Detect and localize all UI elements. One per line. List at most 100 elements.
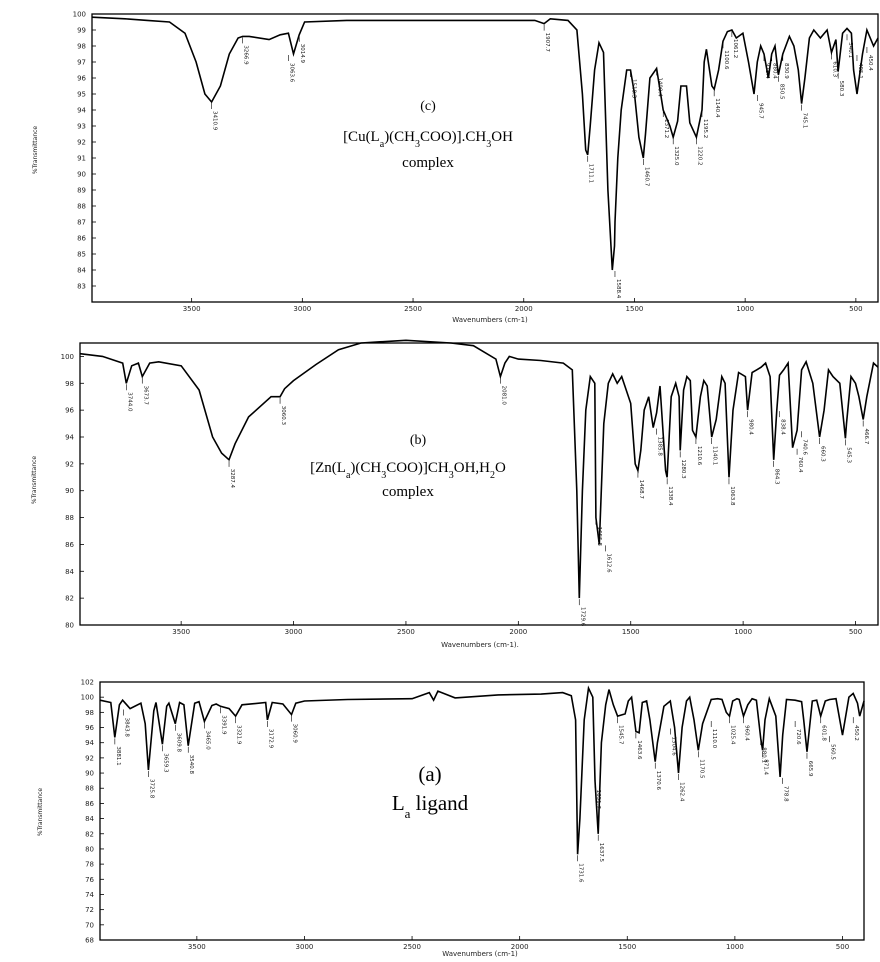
- panel-c-y-tick-label: 96: [77, 75, 86, 83]
- panel-c-x-axis-label: Wavenumbers (cm-1): [452, 316, 528, 324]
- panel-a-peak-label: 1370.6: [655, 771, 661, 791]
- panel-b-peak-label: 2081.0: [500, 386, 506, 406]
- panel-b-peak-label: 1385.8: [657, 437, 663, 457]
- panel-b-y-tick-label: 96: [65, 407, 74, 415]
- panel-a-peak-label: 1637.5: [598, 843, 604, 863]
- panel-c-y-tick-label: 85: [77, 251, 86, 259]
- panel-b-x-axis-label: Wavenumbers (cm-1).: [441, 641, 519, 649]
- panel-b-peak-label: 1729.6: [579, 607, 585, 627]
- panel-c-x-tick-label: 1000: [736, 305, 754, 313]
- panel-c-peak-label: 1460.7: [643, 167, 649, 187]
- panel-c-y-tick-label: 98: [77, 43, 86, 51]
- panel-b-peak-label: 1338.4: [667, 486, 673, 506]
- panel-c-frame: [91, 13, 879, 303]
- panel-c-y-tick-label: 83: [77, 283, 86, 291]
- panel-c-y-tick-label: 93: [77, 123, 86, 131]
- panel-b-peak-label: 760.4: [797, 457, 803, 473]
- panel-a-peak-label: 778.8: [783, 786, 789, 802]
- panel-b-caption-formula: [Zn(La)(CH3COO)]CH3OH,H2O: [310, 460, 506, 481]
- panel-b-x-tick-label: 1000: [734, 628, 752, 636]
- panel-c-peak-label: 495.1: [857, 63, 863, 79]
- panel-c-y-tick-label: 86: [77, 235, 86, 243]
- panel-c-peak-label: 610.3: [832, 61, 838, 77]
- panel-b-peak-label: 1210.6: [696, 446, 702, 466]
- panel-a-y-tick-label: 92: [85, 754, 94, 762]
- panel-b-x-tick-label: 3000: [285, 628, 303, 636]
- panel-c-peak-label: 3014.9: [299, 44, 305, 64]
- panel-a-y-tick-label: 80: [85, 845, 94, 853]
- panel-b-y-tick-label: 100: [61, 353, 74, 361]
- panel-b-peak-label: 838.4: [780, 419, 786, 435]
- panel-c-peak-label: 3410.9: [212, 111, 218, 131]
- panel-c-x-ticks: 3500 3000 2500 2000 1500 1000 500: [183, 298, 863, 313]
- panel-a-caption-ligand: La ligand: [392, 791, 469, 821]
- panel-b-x-tick-label: 2000: [509, 628, 527, 636]
- panel-c-x-tick-label: 3500: [183, 305, 201, 313]
- panel-a-peak-label: 3725.8: [148, 779, 154, 799]
- panel-b-peak-label: 466.7: [863, 429, 869, 445]
- panel-b-peak-label: 545.3: [845, 447, 851, 463]
- panel-c-peak-label: 1195.2: [702, 119, 708, 138]
- panel-c-peak-label: 1061.2: [732, 39, 738, 58]
- panel-a-y-tick-label: 88: [85, 785, 94, 793]
- panel-a-y-tick-label: 82: [85, 830, 94, 838]
- panel-c-peak-label: 830.9: [783, 63, 789, 79]
- panel-c-peak-label: 1325.0: [673, 146, 679, 166]
- panel-b-peak-label: 1655.8: [596, 527, 602, 547]
- panel-c-x-tick-label: 1500: [626, 305, 644, 313]
- panel-a-peak-label: 3391.9: [221, 715, 227, 735]
- panel-a-y-tick-label: 94: [85, 739, 94, 747]
- panel-b-peak-labels: 3744.0 3673.7 3287.4 3060.3 2081.0 1729.6 1655…: [126, 377, 869, 627]
- panel-b-peak-label: 1612.6: [606, 553, 612, 573]
- panel-c-y-tick-label: 92: [77, 139, 86, 147]
- panel-c-y-ticks: 100 99 98 97 96 95 94 93 92 91 90 89 88 87 86 85 84 83: [73, 11, 96, 291]
- panel-c-caption-complex: complex: [402, 155, 454, 171]
- panel-b-peak-label: 3060.3: [280, 406, 286, 426]
- panel-b-frame: [79, 342, 879, 626]
- panel-c-x-tick-label: 500: [849, 305, 862, 313]
- panel-c-peak-labels: 3410.9 3266.9 3063.6 3014.9 1907.7 1711.1 1588…: [211, 24, 873, 299]
- panel-b-peak-label: 740.6: [802, 439, 808, 455]
- panel-b-y-tick-label: 94: [65, 434, 74, 442]
- panel-a-y-axis-label: %Transmittance: [37, 788, 44, 837]
- panel-a-peak-label: 880.1: [761, 747, 767, 763]
- panel-a-x-tick-label: 1500: [618, 943, 636, 951]
- panel-c-peak-label: 1220.2: [696, 146, 702, 165]
- panel-a-y-tick-label: 84: [85, 815, 94, 823]
- panel-a-peak-label: 450.2: [853, 725, 859, 741]
- panel-a-peak-label: 960.4: [744, 725, 750, 741]
- panel-a-peak-label: 3659.3: [162, 753, 168, 773]
- panel-c-y-tick-label: 90: [77, 171, 86, 179]
- panel-b-peak-label: 3673.7: [142, 386, 148, 406]
- panel-b-y-tick-label: 84: [65, 568, 74, 576]
- panel-a-y-tick-label: 72: [85, 906, 94, 914]
- panel-a-peak-label: 3609.8: [175, 733, 181, 753]
- panel-c-y-tick-label: 100: [73, 11, 86, 19]
- panel-b-y-tick-label: 88: [65, 514, 74, 522]
- panel-c-peak-label: 945.7: [757, 103, 763, 119]
- panel-a-peak-label: 3465.0: [204, 731, 210, 751]
- panel-b-y-tick-label: 98: [65, 380, 74, 388]
- panel-c-peak-label: 1400.4: [657, 77, 663, 97]
- panel-b-peak-label: 3287.4: [229, 469, 235, 489]
- panel-a-spectrum-line: [99, 685, 865, 855]
- panel-c-y-tick-label: 99: [77, 27, 86, 35]
- panel-a-y-tick-label: 78: [85, 861, 94, 869]
- panel-c-peak-label: 880.4: [772, 63, 778, 79]
- panel-c-y-tick-label: 94: [77, 107, 86, 115]
- panel-a-peak-label: 1170.5: [698, 759, 704, 779]
- panel-c-peak-label: 1518.3: [631, 79, 637, 99]
- panel-a-y-tick-label: 68: [85, 937, 94, 945]
- panel-a-peak-label: 3540.8: [188, 755, 194, 775]
- panel-c-peak-label: 540.1: [847, 42, 853, 58]
- panel-a-x-tick-label: 1000: [726, 943, 744, 951]
- panel-b-peak-label: 864.3: [774, 469, 780, 485]
- panel-a-peak-label: 1025.4: [730, 725, 736, 745]
- panel-b-y-ticks: 100 98 96 94 92 90 88 86 84 82 80: [61, 353, 84, 630]
- panel-c-peak-label: 1100.6: [723, 50, 729, 70]
- panel-a-spectrum: 102 100 98 96 94 92 90 88 86 84 82 80 78 76 74 72 70 68 3…: [37, 679, 865, 958]
- panel-c-spectrum-line: [91, 16, 879, 271]
- panel-c-y-tick-label: 87: [77, 219, 86, 227]
- panel-b-x-tick-label: 3500: [172, 628, 190, 636]
- panel-b-y-tick-label: 92: [65, 460, 74, 468]
